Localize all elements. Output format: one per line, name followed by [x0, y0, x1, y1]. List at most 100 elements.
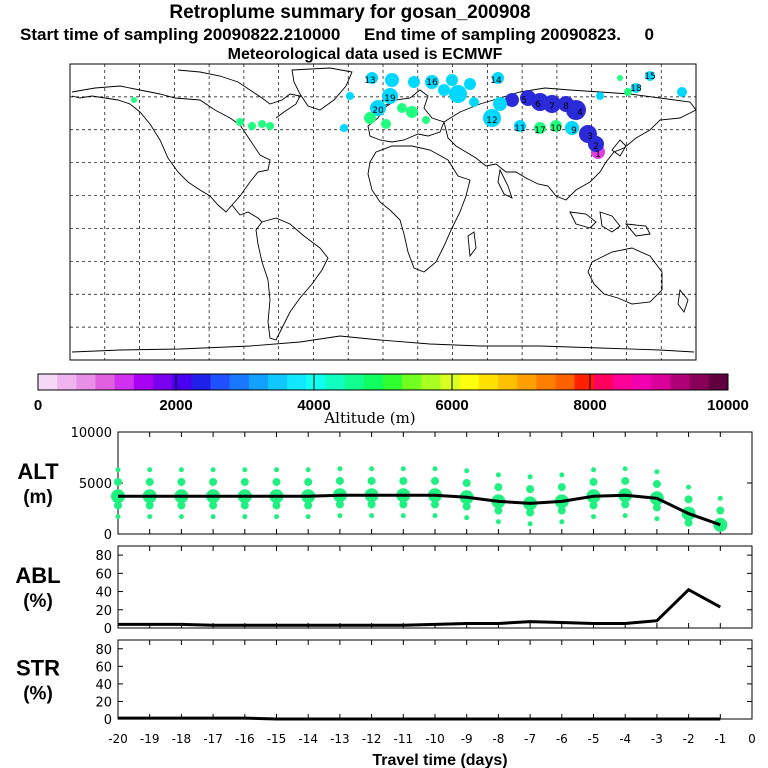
colorbar-cell — [708, 374, 729, 390]
colorbar-cell — [421, 374, 441, 390]
alt-dot — [621, 500, 630, 509]
plume-point — [248, 122, 256, 130]
colorbar-cell — [191, 374, 211, 390]
alt-dot — [147, 467, 153, 473]
plume-point — [492, 72, 504, 84]
alt-dot — [591, 514, 596, 520]
y-tick-label: 80 — [95, 643, 112, 658]
x-tick-label: -11 — [393, 732, 413, 746]
alt-dot — [178, 467, 184, 473]
alt-dot — [399, 476, 408, 485]
y-axis-title: STR — [16, 656, 60, 681]
alt-dot — [716, 506, 725, 515]
y-tick-label: 80 — [95, 549, 112, 564]
x-tick-label: -3 — [651, 732, 663, 746]
alt-dot — [367, 476, 376, 485]
y-axis-title: (%) — [23, 684, 53, 705]
panel-abl: 80 60 40 20 0 ABL (%) — [15, 545, 753, 637]
colorbar-tick-label: 8000 — [573, 397, 606, 414]
colorbar-cell — [172, 374, 192, 390]
plume-point-label: 13 — [364, 76, 375, 86]
y-tick-label: 0 — [104, 713, 112, 728]
plume-point — [534, 122, 546, 134]
alt-dot — [589, 477, 598, 486]
median-line — [118, 587, 722, 627]
alt-dot — [367, 500, 376, 509]
alt-dot — [274, 467, 279, 473]
plume-point-label: 5 — [521, 96, 527, 106]
alt-dot — [622, 466, 628, 472]
y-axis-title: ALT — [17, 459, 59, 484]
plume-point — [381, 119, 391, 129]
alt-dot — [115, 514, 121, 520]
colorbar-cell — [498, 374, 518, 390]
plume-point — [366, 72, 378, 84]
colorbar-cell — [517, 374, 537, 390]
plume-point — [520, 90, 536, 106]
alt-dot — [526, 485, 535, 494]
alt-dot — [652, 503, 661, 512]
plume-point — [258, 120, 266, 128]
colorbar-tick-label: 6000 — [435, 397, 468, 414]
x-tick-label: 0 — [748, 732, 756, 746]
plume-point — [558, 96, 574, 112]
plume-point — [382, 88, 398, 104]
plume-point-label: 10 — [550, 124, 562, 134]
alt-dot — [559, 519, 565, 525]
plume-point — [370, 100, 386, 116]
colorbar-cell — [114, 374, 135, 390]
alt-dot — [494, 506, 503, 515]
y-tick-label: 0 — [104, 528, 112, 543]
plume-point — [346, 92, 354, 100]
alt-dot — [304, 477, 313, 486]
plume-point — [596, 92, 604, 100]
plume-point — [505, 93, 519, 107]
colorbar-cell — [287, 374, 307, 390]
plume-point-label: 20 — [372, 106, 384, 116]
plume-point — [236, 118, 244, 126]
alt-dot — [242, 467, 248, 473]
colorbar-cell — [593, 374, 614, 390]
alt-dot — [462, 479, 471, 487]
alt-dot — [177, 501, 186, 510]
x-tick-label: -19 — [140, 732, 160, 746]
median-line — [118, 716, 721, 721]
alt-dot — [240, 477, 249, 486]
plume-point — [464, 78, 476, 90]
colorbar-cell — [306, 374, 326, 390]
y-tick-label: 20 — [95, 695, 112, 710]
colorbar-cell — [57, 374, 77, 390]
x-tick-label: -7 — [524, 732, 536, 746]
alt-dot — [337, 466, 343, 472]
alt-dot — [399, 500, 408, 509]
alt-dot — [210, 514, 216, 520]
colorbar-cell — [613, 374, 633, 390]
plume-point-label: 7 — [549, 102, 555, 112]
alt-dot — [717, 495, 723, 501]
alt-dot — [464, 468, 470, 474]
alt-dot — [527, 474, 533, 480]
x-tick-label: -6 — [556, 732, 568, 746]
alt-dot — [145, 501, 154, 510]
colorbar-cell — [402, 374, 422, 390]
y-tick-label: 5000 — [79, 477, 112, 492]
alt-dot — [145, 477, 154, 486]
x-axis-title: Travel time (days) — [372, 752, 507, 768]
alt-dot — [304, 501, 313, 510]
colorbar-cell — [210, 374, 231, 390]
plume-point — [422, 116, 430, 124]
plume-point-label: 14 — [490, 76, 502, 86]
x-tick-label: -4 — [619, 732, 631, 746]
plume-point — [364, 112, 376, 124]
y-axis-title: (%) — [23, 591, 53, 612]
alt-dot — [462, 502, 471, 511]
median-line — [118, 493, 721, 527]
colorbar-label: Altitude (m) — [323, 409, 415, 427]
x-tick-label: -8 — [492, 732, 504, 746]
y-tick-label: 40 — [95, 678, 112, 693]
colorbar-cell — [555, 374, 576, 390]
x-tick-label: -5 — [588, 732, 600, 746]
plume-point-label: 9 — [571, 126, 577, 136]
